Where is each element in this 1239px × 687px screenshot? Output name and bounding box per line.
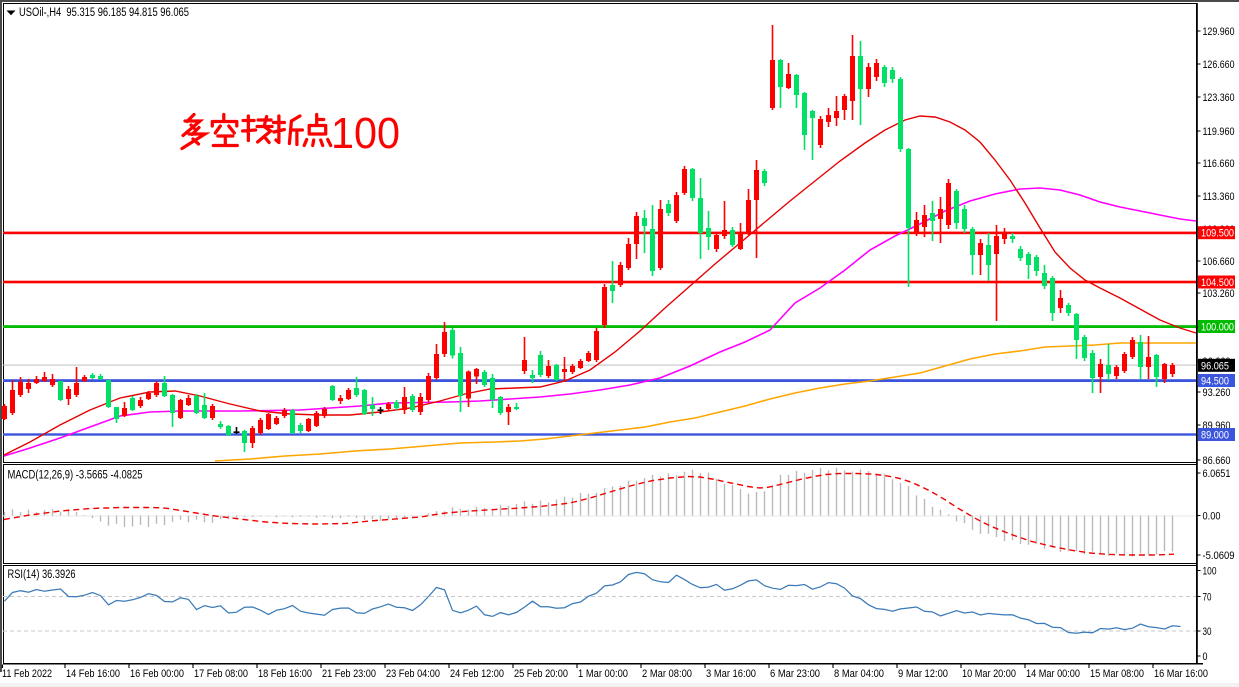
svg-text:MACD(12,26,9) -3.5665 -4.0825: MACD(12,26,9) -3.5665 -4.0825	[8, 470, 143, 482]
svg-text:100.000: 100.000	[1201, 322, 1234, 334]
svg-text:16 Feb 00:00: 16 Feb 00:00	[130, 668, 184, 680]
svg-text:9 Mar 12:00: 9 Mar 12:00	[898, 668, 948, 680]
svg-text:123.360: 123.360	[1203, 92, 1235, 104]
svg-text:106.660: 106.660	[1203, 256, 1235, 268]
svg-text:93.260: 93.260	[1203, 387, 1231, 399]
svg-text:6 Mar 23:00: 6 Mar 23:00	[770, 668, 820, 680]
svg-text:1 Mar 00:00: 1 Mar 00:00	[578, 668, 628, 680]
svg-text:0.00: 0.00	[1203, 510, 1221, 522]
svg-text:104.500: 104.500	[1201, 277, 1234, 289]
svg-text:18 Feb 16:00: 18 Feb 16:00	[258, 668, 312, 680]
svg-text:30: 30	[1203, 626, 1212, 638]
svg-text:14 Mar 00:00: 14 Mar 00:00	[1026, 668, 1080, 680]
svg-text:10 Mar 20:00: 10 Mar 20:00	[962, 668, 1016, 680]
svg-text:8 Mar 04:00: 8 Mar 04:00	[834, 668, 884, 680]
svg-text:-5.0609: -5.0609	[1203, 550, 1235, 562]
svg-text:96.065: 96.065	[1201, 360, 1229, 372]
svg-text:119.960: 119.960	[1203, 126, 1235, 138]
svg-text:16 Mar 16:00: 16 Mar 16:00	[1154, 668, 1208, 680]
svg-text:113.360: 113.360	[1203, 191, 1235, 203]
svg-text:6.0651: 6.0651	[1203, 468, 1231, 480]
svg-text:116.660: 116.660	[1203, 158, 1235, 170]
svg-text:24 Feb 12:00: 24 Feb 12:00	[450, 668, 504, 680]
svg-text:70: 70	[1203, 591, 1212, 603]
svg-text:2 Mar 08:00: 2 Mar 08:00	[642, 668, 692, 680]
svg-text:109.500: 109.500	[1201, 228, 1234, 240]
svg-text:USOil-,H4 95.315 96.185 94.81: USOil-,H4 95.315 96.185 94.815 96.065	[19, 7, 189, 19]
svg-text:11 Feb 2022: 11 Feb 2022	[2, 668, 52, 680]
svg-text:25 Feb 20:00: 25 Feb 20:00	[514, 668, 568, 680]
svg-text:94.500: 94.500	[1201, 376, 1229, 388]
svg-text:103.260: 103.260	[1203, 288, 1235, 300]
svg-text:0: 0	[1203, 651, 1208, 663]
svg-text:3 Mar 16:00: 3 Mar 16:00	[706, 668, 756, 680]
svg-text:100: 100	[331, 109, 400, 158]
svg-text:17 Feb 08:00: 17 Feb 08:00	[194, 668, 248, 680]
svg-text:100: 100	[1203, 565, 1217, 577]
svg-text:14 Feb 16:00: 14 Feb 16:00	[66, 668, 120, 680]
svg-text:129.960: 129.960	[1203, 26, 1235, 38]
svg-text:89.000: 89.000	[1201, 430, 1229, 442]
svg-text:21 Feb 23:00: 21 Feb 23:00	[322, 668, 376, 680]
svg-text:23 Feb 04:00: 23 Feb 04:00	[386, 668, 440, 680]
svg-text:15 Mar 08:00: 15 Mar 08:00	[1090, 668, 1144, 680]
svg-text:86.660: 86.660	[1203, 455, 1231, 467]
svg-text:126.660: 126.660	[1203, 59, 1235, 71]
svg-text:RSI(14) 36.3926: RSI(14) 36.3926	[8, 569, 76, 581]
